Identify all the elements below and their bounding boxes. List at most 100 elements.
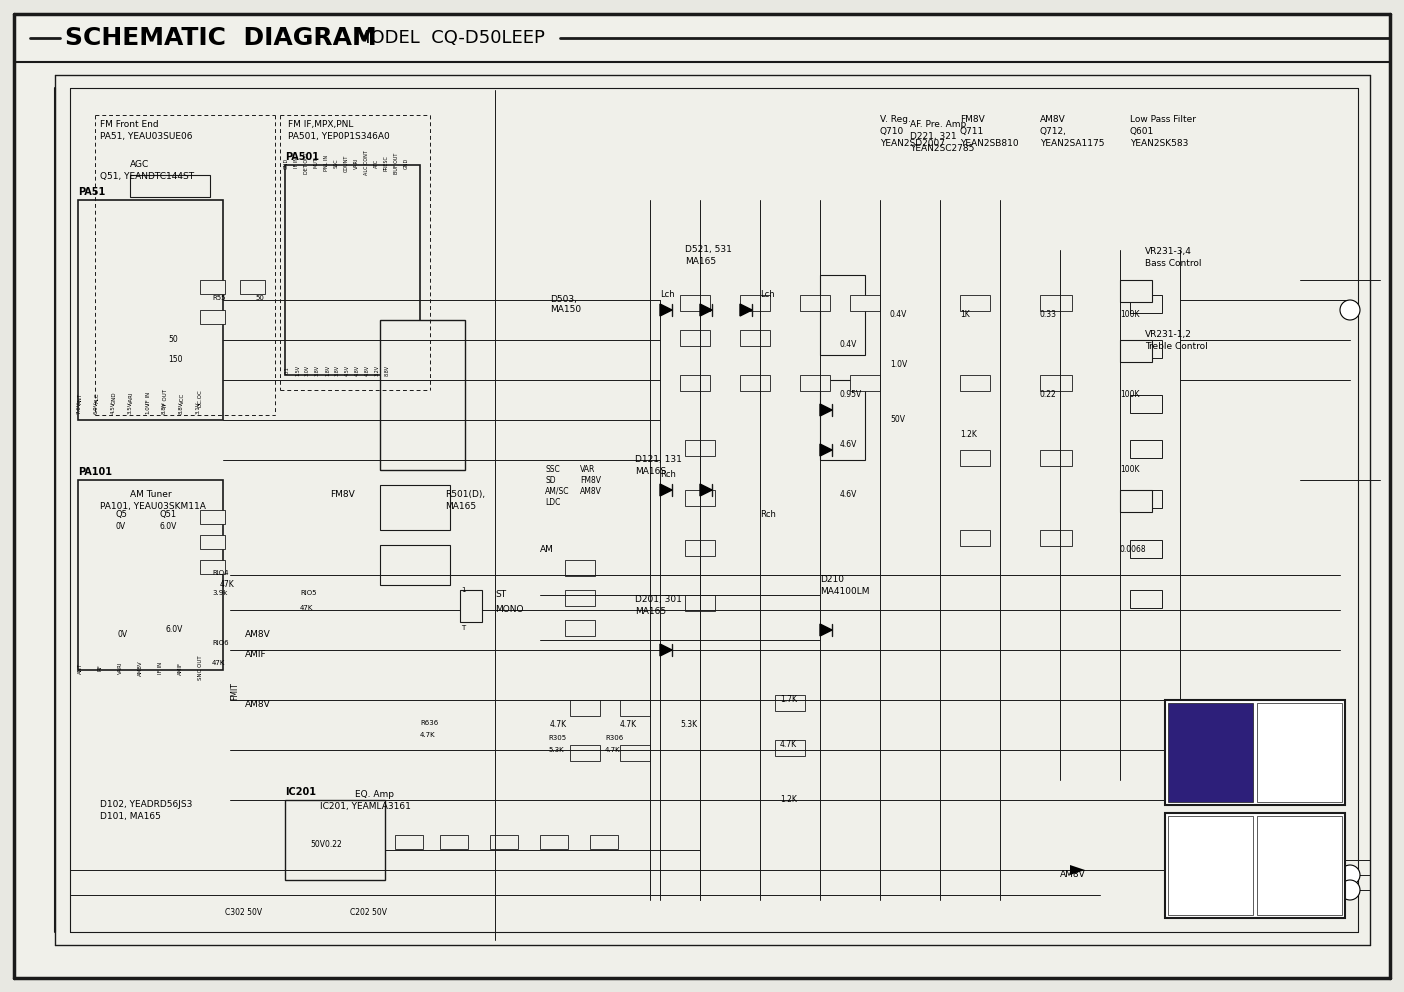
Text: R636: R636 — [420, 720, 438, 726]
Text: GND: GND — [404, 158, 409, 169]
Text: LDC: LDC — [545, 498, 560, 507]
Text: 0.95V: 0.95V — [840, 390, 862, 399]
Text: Low Pass Filter: Low Pass Filter — [1130, 115, 1196, 124]
Text: 0.33: 0.33 — [1040, 310, 1057, 319]
Text: 3.0V: 3.0V — [305, 364, 310, 376]
Bar — [79, 200, 223, 420]
Text: IF IN: IF IN — [146, 392, 152, 404]
Bar — [490, 835, 518, 849]
Text: R305: R305 — [548, 735, 566, 741]
Text: MA16S: MA16S — [635, 467, 665, 476]
Text: VR231-3,4: VR231-3,4 — [1146, 247, 1192, 256]
Text: RIO6: RIO6 — [212, 640, 229, 646]
Bar — [199, 535, 225, 549]
Bar — [1040, 375, 1073, 391]
Text: Treble Control: Treble Control — [1146, 342, 1207, 351]
Text: ATC: ATC — [373, 159, 379, 168]
Text: MODEL  CQ-D50LEEP: MODEL CQ-D50LEEP — [355, 29, 545, 47]
Bar — [680, 295, 710, 311]
Bar — [960, 295, 990, 311]
Polygon shape — [820, 444, 833, 456]
Bar — [1257, 816, 1342, 915]
Text: AMIF: AMIF — [178, 662, 183, 675]
Bar — [800, 375, 830, 391]
Text: MUT: MUT — [314, 158, 319, 169]
Polygon shape — [701, 484, 712, 496]
Text: 0V: 0V — [118, 630, 128, 639]
Text: PNL IN: PNL IN — [324, 155, 329, 171]
Text: 4.7K: 4.7K — [605, 747, 621, 753]
Text: FM8V: FM8V — [580, 476, 601, 485]
Text: PA101, YEAU03SKM11A: PA101, YEAU03SKM11A — [100, 502, 206, 511]
Bar — [800, 295, 830, 311]
Text: RIO5: RIO5 — [300, 590, 316, 596]
Bar — [1120, 340, 1153, 362]
Bar — [1130, 340, 1163, 358]
Text: IF IN: IF IN — [293, 158, 299, 169]
Text: YEAN2SC2785: YEAN2SC2785 — [910, 144, 974, 153]
Text: SNC OUT: SNC OUT — [198, 656, 204, 681]
Text: AM8V: AM8V — [1060, 870, 1085, 879]
Text: AM Tuner: AM Tuner — [131, 490, 171, 499]
Text: MA150: MA150 — [550, 305, 581, 314]
Text: 1.8V: 1.8V — [324, 364, 330, 376]
Text: 4.6V: 4.6V — [840, 440, 858, 449]
Circle shape — [1339, 880, 1360, 900]
Bar — [564, 560, 595, 576]
Text: 0.0068: 0.0068 — [1120, 545, 1147, 554]
Text: D121, 131: D121, 131 — [635, 455, 682, 464]
Polygon shape — [660, 644, 673, 656]
Text: AM: AM — [541, 545, 553, 554]
Text: FMIT: FMIT — [230, 682, 239, 700]
Bar — [541, 835, 569, 849]
Bar — [960, 375, 990, 391]
Text: 3.8V: 3.8V — [336, 364, 340, 376]
Text: ALC: ALC — [95, 393, 100, 404]
Text: 6.9V: 6.9V — [94, 402, 100, 415]
Text: IC201, YEAMLA3161: IC201, YEAMLA3161 — [320, 802, 411, 811]
Text: AF. Pre. Amp: AF. Pre. Amp — [910, 120, 966, 129]
Polygon shape — [701, 304, 712, 316]
Text: AM8V: AM8V — [246, 630, 271, 639]
Text: 4.5V: 4.5V — [345, 364, 350, 376]
Circle shape — [1339, 300, 1360, 320]
Bar — [131, 175, 211, 197]
Bar — [775, 740, 804, 756]
Bar — [570, 700, 600, 716]
Text: 8.8V: 8.8V — [385, 364, 390, 376]
Bar — [740, 330, 769, 346]
Text: VARI: VARI — [129, 392, 133, 405]
Text: Rch: Rch — [660, 470, 675, 479]
Bar — [1040, 450, 1073, 466]
Bar — [380, 545, 451, 585]
Text: 0.4V: 0.4V — [890, 310, 907, 319]
Bar — [564, 620, 595, 636]
Text: 6.0V: 6.0V — [166, 625, 183, 634]
Text: 100K: 100K — [1120, 310, 1140, 319]
Text: 1.0V: 1.0V — [890, 360, 907, 369]
Text: 50V0.22: 50V0.22 — [310, 840, 341, 849]
Bar — [1165, 700, 1345, 805]
Text: BUF OUT: BUF OUT — [395, 153, 399, 174]
Text: FM Front End: FM Front End — [100, 120, 159, 129]
Text: PRESC: PRESC — [385, 155, 389, 171]
Bar — [79, 480, 223, 670]
Text: 5.3K: 5.3K — [680, 720, 698, 729]
Text: 6.0V: 6.0V — [160, 522, 177, 531]
Text: T: T — [461, 625, 465, 631]
Bar — [820, 275, 865, 355]
Bar — [395, 835, 423, 849]
Text: Lch: Lch — [760, 290, 775, 299]
Text: 4.7K: 4.7K — [550, 720, 567, 729]
Bar — [439, 835, 468, 849]
Text: D101, MA165: D101, MA165 — [100, 812, 161, 821]
Bar — [199, 310, 225, 324]
Bar — [685, 440, 715, 456]
Bar — [1130, 490, 1163, 508]
Polygon shape — [740, 304, 753, 316]
Text: 50: 50 — [168, 335, 178, 344]
Text: 50: 50 — [256, 295, 264, 301]
Polygon shape — [660, 304, 673, 316]
Text: 4.7K: 4.7K — [621, 720, 637, 729]
Text: R55: R55 — [212, 295, 226, 301]
